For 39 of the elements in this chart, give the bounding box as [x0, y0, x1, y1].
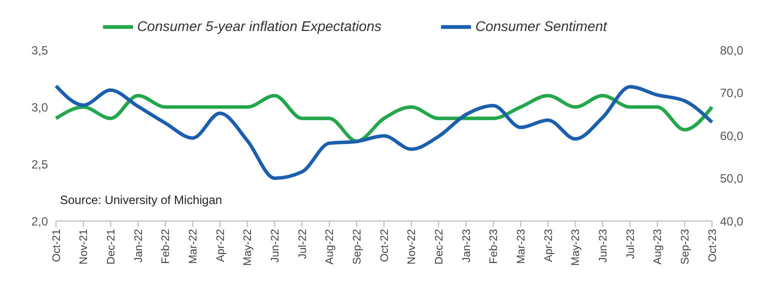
- x-tick-label: May-22: [242, 229, 254, 266]
- legend-label: Consumer Sentiment: [475, 18, 607, 34]
- y2-tick-label: 60,0: [720, 128, 744, 143]
- x-tick-label: Dec-22: [433, 229, 446, 264]
- y2-tick-label: 40,0: [720, 214, 744, 228]
- x-tick-label: Jun-23: [597, 229, 610, 263]
- y-tick-label: 3,5: [31, 43, 48, 58]
- x-tick-label: Aug-22: [324, 229, 336, 264]
- x-tick-label: Apr-23: [542, 229, 555, 262]
- x-tick-label: Mar-22: [187, 229, 200, 264]
- line-series: [54, 94, 714, 143]
- y2-tick-label: 80,0: [720, 43, 744, 58]
- x-tick-label: May-23: [570, 229, 582, 266]
- x-tick-label: Feb-22: [160, 229, 172, 264]
- y2-tick-label: 70,0: [720, 86, 744, 100]
- annotation: Source: University of Michigan: [60, 193, 222, 207]
- x-tick-label: Jan-23: [460, 229, 473, 263]
- x-tick-label: Jul-22: [296, 229, 309, 259]
- x-tick-label: Oct-21: [50, 229, 63, 262]
- x-tick-label: Apr-22: [214, 229, 227, 262]
- x-tick-label: Jan-22: [132, 229, 145, 263]
- x-tick-label: Dec-21: [105, 229, 118, 264]
- x-tick-label: Mar-23: [515, 229, 528, 264]
- legend-label: Consumer 5-year inflation Expectations: [137, 18, 382, 34]
- x-tick-label: Feb-23: [488, 229, 500, 264]
- x-tick-label: Aug-23: [652, 229, 664, 264]
- x-tick-label: Oct-23: [706, 229, 719, 262]
- y2-tick-label: 50,0: [720, 172, 744, 186]
- x-tick-label: Nov-22: [406, 229, 418, 264]
- line-series: [54, 84, 714, 180]
- x-tick-label: Sep-22: [351, 229, 364, 264]
- y-tick-label: 2,5: [31, 157, 48, 172]
- y-tick-label: 2,0: [31, 214, 48, 228]
- x-tick-label: Jun-22: [269, 229, 282, 263]
- x-tick-label: Oct-22: [378, 229, 391, 262]
- y-tick-label: 3,0: [31, 100, 48, 114]
- x-tick-label: Sep-23: [679, 229, 692, 264]
- x-tick-label: Nov-21: [78, 229, 90, 264]
- x-tick-label: Jul-23: [624, 229, 637, 259]
